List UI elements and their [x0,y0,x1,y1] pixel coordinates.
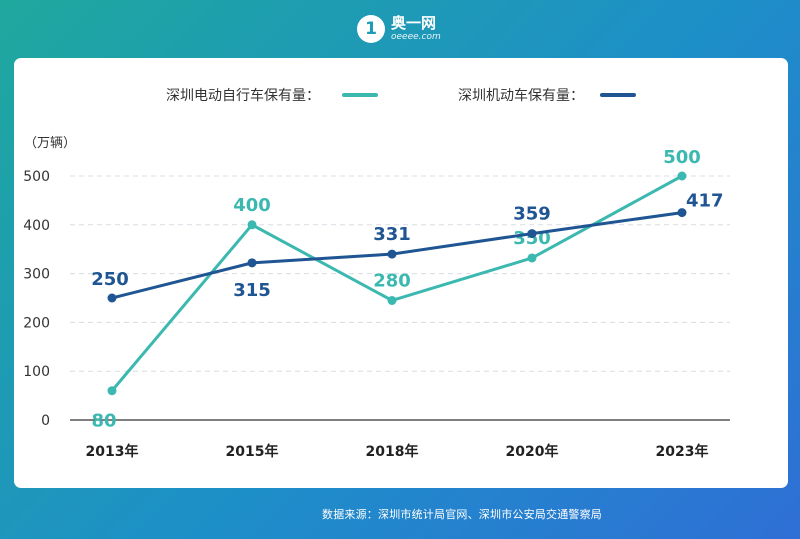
x-tick-label: 2018年 [366,443,419,460]
y-tick-label: 200 [23,315,50,331]
y-tick-label: 100 [23,364,50,380]
data-label: 315 [233,280,271,301]
data-point [107,386,117,396]
brand-logo: 1 奥一网 oeeee.com [357,11,441,47]
data-point [387,249,397,259]
x-tick-label: 2020年 [506,443,559,460]
y-tick-label: 0 [41,413,50,429]
data-label: 417 [686,191,724,212]
data-label: 400 [233,195,271,216]
y-tick-label: 500 [23,169,50,185]
source-note: 数据来源：深圳市统计局官网、深圳市公安局交通警察局 [322,508,602,521]
data-point [677,171,687,181]
x-tick-label: 2015年 [226,443,279,460]
data-point [247,258,257,268]
brand-text: 奥一网 oeeee.com [391,16,441,42]
data-label: 280 [373,270,411,291]
data-label: 331 [373,224,411,245]
data-point [677,208,687,218]
brand-domain: oeeee.com [391,32,441,42]
legend-label: 深圳机动车保有量： [458,87,584,104]
brand-circle-icon: 1 [357,15,385,43]
y-unit-label: （万辆） [24,136,76,151]
y-tick-label: 400 [23,218,50,234]
data-point [387,295,397,305]
data-label: 80 [91,411,116,432]
line-chart: （万辆） 0 100 200 300 400 500 2013年 2015年 2018年 2020年… [23,87,730,460]
data-point [527,253,537,263]
data-label: 500 [663,147,701,168]
brand-name: 奥一网 [391,14,437,32]
data-label: 359 [513,204,551,225]
x-tick-label: 2023年 [656,443,709,460]
data-label: 250 [91,269,129,290]
y-tick-label: 300 [23,267,50,283]
x-tick-label: 2013年 [86,443,139,460]
legend-label: 深圳电动自行车保有量： [166,87,320,104]
data-point [107,293,117,303]
data-point [247,220,257,230]
chart-card: （万辆） 0 100 200 300 400 500 2013年 2015年 2018年 2020年… [14,58,788,488]
data-point [527,229,537,239]
